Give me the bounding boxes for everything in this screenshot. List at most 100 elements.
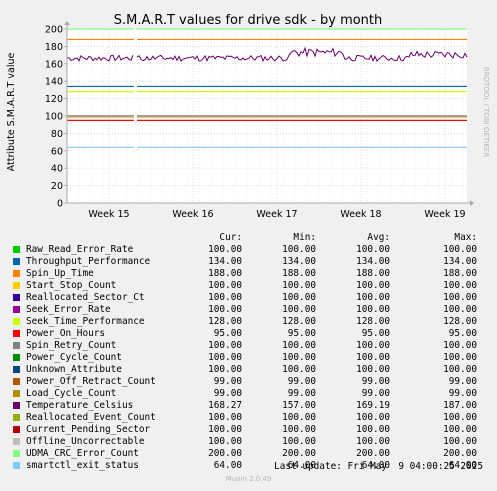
y-tick-label: 0 — [57, 199, 63, 210]
legend-value-min: 100.00 — [282, 352, 316, 363]
legend-value-cur: 100.00 — [208, 292, 242, 303]
legend-value-cur: 100.00 — [208, 424, 242, 435]
legend-value-min: 100.00 — [282, 364, 316, 375]
legend-value-cur: 200.00 — [208, 448, 242, 459]
legend-value-min: 100.00 — [282, 244, 316, 255]
x-tick-label: Week 15 — [88, 209, 129, 220]
legend-swatch — [13, 402, 20, 409]
legend-value-cur: 100.00 — [208, 436, 242, 447]
legend-row: UDMA_CRC_Error_Count 200.00 200.00 200.00 20… — [0, 448, 497, 460]
legend-swatch — [13, 258, 20, 265]
legend-swatch — [13, 378, 20, 385]
legend-row: Reallocated_Event_Count 100.00 100.00 100.0… — [0, 412, 497, 424]
legend-label: Temperature_Celsius — [26, 400, 134, 411]
legend-row: Raw_Read_Error_Rate 100.00 100.00 100.00 100… — [0, 244, 497, 256]
legend-value-avg: 100.00 — [356, 280, 390, 291]
legend-row: Offline_Uncorrectable 100.00 100.00 100.00 1… — [0, 436, 497, 448]
legend-value-cur: 99.00 — [213, 376, 242, 387]
y-tick-label: 40 — [51, 164, 63, 175]
legend-value-avg: 99.00 — [361, 388, 390, 399]
munin-version: Munin 2.0.49 — [225, 475, 272, 483]
legend-swatch — [13, 342, 20, 349]
legend-label: Power_On_Hours — [26, 328, 106, 339]
legend-value-cur: 64.00 — [213, 460, 242, 471]
series-line-temperature-celsius — [136, 46, 468, 63]
legend-value-avg: 134.00 — [356, 256, 390, 267]
legend-value-avg: 100.00 — [356, 412, 390, 423]
legend-swatch — [13, 438, 20, 445]
col-cur-header: Cur: — [219, 232, 242, 243]
legend-value-avg: 100.00 — [356, 340, 390, 351]
legend-value-max: 100.00 — [443, 304, 477, 315]
chart: S.M.A.R.T values for drive sdk - by mont… — [6, 13, 490, 220]
legend-swatch — [13, 462, 20, 469]
x-ticks: Week 15 Week 16 Week 17 Week 18 Week 19 — [88, 209, 465, 220]
legend-swatch — [13, 306, 20, 313]
legend-value-cur: 100.00 — [208, 244, 242, 255]
legend-label: Load_Cycle_Count — [26, 388, 117, 399]
legend-label: Offline_Uncorrectable — [26, 436, 145, 447]
legend-label: Spin_Retry_Count — [26, 340, 117, 351]
legend-label: UDMA_CRC_Error_Count — [26, 448, 139, 459]
col-max-header: Max: — [454, 232, 477, 243]
legend-value-avg: 100.00 — [356, 352, 390, 363]
legend-value-min: 64.00 — [287, 460, 316, 471]
legend-value-min: 100.00 — [282, 424, 316, 435]
legend-header: Cur: Min: Avg: Max: — [0, 232, 497, 244]
y-tick-label: 140 — [45, 77, 63, 88]
legend-value-min: 100.00 — [282, 280, 316, 291]
legend-value-avg: 100.00 — [356, 292, 390, 303]
legend-value-max: 200.00 — [443, 448, 477, 459]
y-tick-label: 20 — [51, 181, 63, 192]
legend-value-avg: 100.00 — [356, 304, 390, 315]
axes — [64, 21, 474, 206]
legend-value-min: 128.00 — [282, 316, 316, 327]
y-tick-label: 60 — [51, 146, 63, 157]
legend-value-avg: 128.00 — [356, 316, 390, 327]
legend-value-cur: 100.00 — [208, 280, 242, 291]
legend-value-avg: 169.19 — [356, 400, 390, 411]
legend-swatch — [13, 318, 20, 325]
legend-value-min: 100.00 — [282, 340, 316, 351]
legend-value-cur: 99.00 — [213, 388, 242, 399]
legend-row: Start_Stop_Count 100.00 100.00 100.00 100.00 — [0, 280, 497, 292]
legend-value-min: 99.00 — [287, 388, 316, 399]
legend-swatch — [13, 294, 20, 301]
col-min-header: Min: — [293, 232, 316, 243]
legend-label: Seek_Time_Performance — [26, 316, 145, 327]
legend-row: Current_Pending_Sector 100.00 100.00 100.00… — [0, 424, 497, 436]
legend-value-min: 188.00 — [282, 268, 316, 279]
legend-swatch — [13, 330, 20, 337]
chart-title: S.M.A.R.T values for drive sdk - by mont… — [114, 13, 383, 28]
legend-label: Seek_Error_Rate — [26, 304, 111, 315]
legend-value-cur: 95.00 — [213, 328, 242, 339]
legend-value-avg: 100.00 — [356, 436, 390, 447]
legend-value-avg: 100.00 — [356, 364, 390, 375]
legend-value-cur: 100.00 — [208, 304, 242, 315]
legend-value-max: 100.00 — [443, 340, 477, 351]
legend-value-max: 100.00 — [443, 244, 477, 255]
legend-label: Unknown_Attribute — [26, 364, 122, 375]
legend-value-min: 100.00 — [282, 304, 316, 315]
legend-label: Reallocated_Sector_Ct — [26, 292, 145, 303]
legend-swatch — [13, 366, 20, 373]
legend-label: Start_Stop_Count — [26, 280, 117, 291]
legend-label: smartctl_exit_status — [26, 460, 139, 471]
legend-value-cur: 168.27 — [208, 400, 242, 411]
legend-value-max: 187.00 — [443, 400, 477, 411]
x-tick-label: Week 18 — [340, 209, 381, 220]
legend-row: Power_On_Hours 95.00 95.00 95.00 95.00 — [0, 328, 497, 340]
legend-value-max: 188.00 — [443, 268, 477, 279]
legend-label: Power_Off_Retract_Count — [26, 376, 156, 387]
legend-value-max: 134.00 — [443, 256, 477, 267]
legend-value-avg: 99.00 — [361, 376, 390, 387]
legend-row: Unknown_Attribute 100.00 100.00 100.00 100.0… — [0, 364, 497, 376]
legend-value-min: 100.00 — [282, 412, 316, 423]
y-axis-label: Attribute S.M.A.R.T value — [6, 53, 17, 172]
legend-value-max: 128.00 — [443, 316, 477, 327]
y-tick-label: 120 — [45, 94, 63, 105]
legend-row: Throughput_Performance 134.00 134.00 134.00… — [0, 256, 497, 268]
legend-value-max: 95.00 — [448, 328, 477, 339]
legend-value-max: 100.00 — [443, 436, 477, 447]
legend-swatch — [13, 270, 20, 277]
